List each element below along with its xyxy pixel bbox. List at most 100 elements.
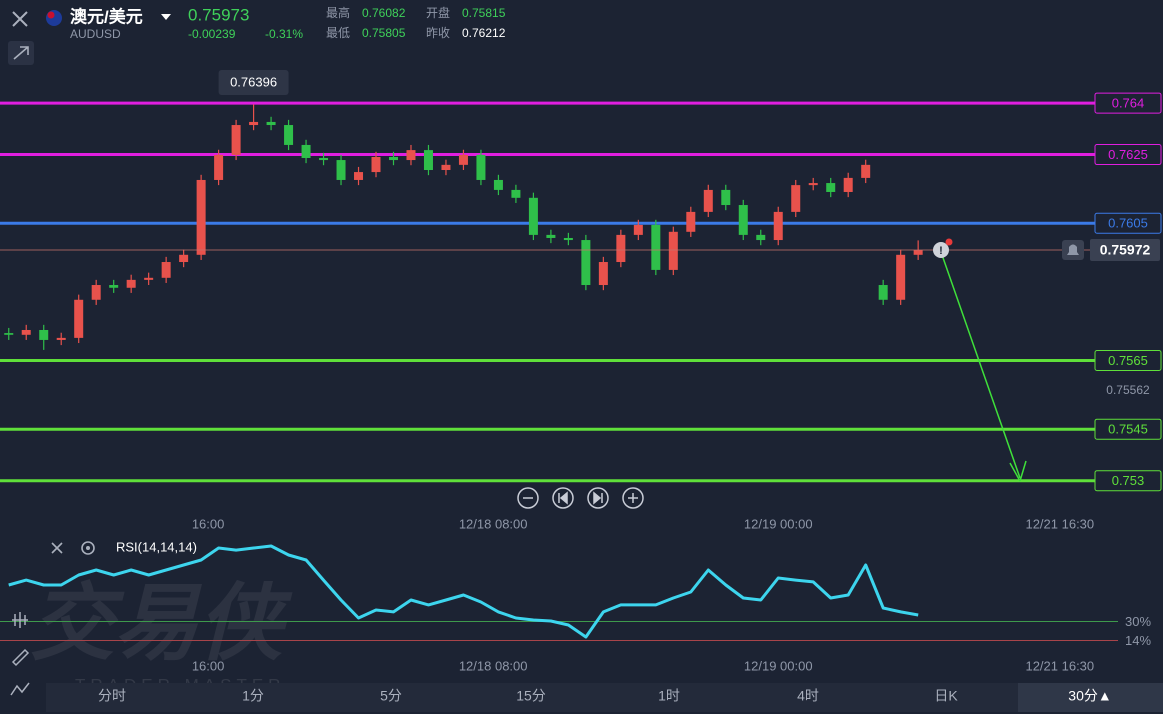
trend-arrow: ! — [933, 238, 1027, 482]
candle-body — [266, 121, 276, 126]
candle-body — [458, 154, 468, 165]
price-change: -0.00239 — [188, 27, 236, 41]
candle-body — [476, 154, 486, 180]
candle-body — [179, 254, 189, 263]
candle-body — [791, 185, 801, 212]
level-label-box — [1094, 470, 1162, 492]
candle-body — [336, 160, 346, 180]
collapse-button[interactable] — [8, 41, 34, 65]
side-tools[interactable] — [10, 612, 30, 696]
level-label: 0.7545 — [1108, 422, 1148, 437]
timeframe-tab[interactable]: 15分 — [516, 688, 546, 704]
stat-value: 0.75815 — [462, 6, 506, 20]
candle-body — [406, 150, 416, 161]
candle-body — [441, 164, 451, 171]
rsi-line — [8, 544, 919, 639]
timeframe-tab[interactable]: 30分▲ — [1068, 688, 1111, 704]
level-label: 0.7625 — [1108, 147, 1148, 162]
candle-body — [546, 234, 556, 238]
timeframe-tab[interactable]: 1时 — [658, 688, 680, 704]
stat-label: 开盘 — [426, 5, 450, 20]
candle-body — [913, 249, 923, 255]
dropdown-icon[interactable] — [161, 14, 171, 20]
rsi-tick-label: 30% — [1125, 614, 1151, 629]
timeframe-tab[interactable]: 5分 — [380, 688, 402, 704]
level-label-box — [1094, 350, 1162, 372]
timeframe-tab[interactable]: 分时 — [98, 688, 126, 704]
level-label: 0.764 — [1112, 96, 1145, 111]
candle-body — [826, 183, 836, 192]
stat-label: 最高 — [326, 5, 350, 20]
current-price-box — [1090, 238, 1160, 261]
level-label-box — [1094, 144, 1162, 166]
last-price: 0.75973 — [188, 5, 249, 24]
candle-body — [598, 262, 608, 286]
candle-body — [686, 211, 696, 232]
timeframe-bar — [46, 683, 1163, 712]
watermark-title: 交易侠 — [30, 576, 293, 670]
alert-bell[interactable] — [1062, 240, 1084, 260]
rsi-x-tick-label: 16:00 — [192, 658, 225, 673]
timeframe-tabs: 分时 1分 5分 15分 1时 4时 日K 30分▲ — [98, 688, 1112, 704]
level-label-box — [1094, 418, 1162, 440]
candle-body — [896, 254, 906, 300]
rsi-x-tick-label: 12/21 16:30 — [1025, 658, 1094, 673]
level-label-box — [1094, 92, 1162, 114]
chart-overlay: 0.75972 0.76396 16:00 12/18 08:00 12/19 00:0… — [0, 70, 1160, 531]
timeframe-tab[interactable]: 4时 — [797, 688, 819, 704]
candle-body — [563, 237, 573, 241]
candles — [4, 104, 923, 350]
level-label: 0.7605 — [1108, 216, 1148, 231]
stat-label: 昨收 — [426, 26, 450, 40]
candle-body — [861, 164, 871, 178]
candle-body — [21, 329, 31, 335]
timeframe-tab[interactable]: 1分 — [242, 688, 264, 704]
current-price-label: 0.75972 — [1100, 242, 1151, 258]
candle-body — [878, 285, 888, 300]
level-label: 0.7565 — [1108, 353, 1148, 368]
candle-body — [249, 121, 259, 126]
candle-body — [493, 179, 503, 190]
close-button[interactable] — [12, 11, 28, 27]
candle-body — [703, 189, 713, 212]
zoom-controls[interactable] — [517, 487, 644, 509]
candle-body — [616, 234, 626, 263]
x-tick-label: 12/21 16:30 — [1025, 516, 1094, 531]
timeframe-tab[interactable]: 日K — [934, 688, 958, 704]
rsi-x-tick-label: 12/18 08:00 — [459, 658, 528, 673]
rsi-title: RSI(14,14,14) — [116, 539, 197, 554]
svg-text:!: ! — [939, 245, 943, 257]
symbol-name[interactable]: 澳元/美元 — [70, 6, 143, 26]
candle-body — [284, 125, 294, 145]
candle-body — [74, 299, 84, 338]
x-tick-label: 12/19 00:00 — [744, 516, 813, 531]
candle-body — [56, 337, 66, 340]
candle-body — [633, 224, 643, 235]
candle-body — [773, 211, 783, 241]
candle-body — [528, 197, 538, 235]
candle-body — [371, 156, 381, 173]
level-label: 0.753 — [1112, 473, 1145, 488]
candle-body — [511, 189, 521, 198]
candle-body — [319, 157, 329, 161]
rsi-settings[interactable] — [81, 541, 95, 555]
price-change-percent: -0.31% — [265, 27, 303, 41]
level-label-box — [1094, 212, 1162, 234]
candle-body — [738, 205, 748, 235]
rsi-close[interactable] — [51, 542, 63, 554]
stat-value: 0.76212 — [462, 26, 506, 40]
level-lines: 0.764 0.7625 0.7605 0.7565 0.7545 0.753 0.7556… — [0, 92, 1162, 492]
flag-icon — [46, 10, 62, 26]
candle-body — [721, 189, 731, 206]
high-annotation: 0.76396 — [230, 74, 277, 89]
high-annotation-box — [218, 70, 289, 95]
timeframe-selected-bg — [1018, 683, 1163, 712]
candle-body — [161, 262, 171, 278]
candle-body — [808, 183, 818, 186]
stat-value: 0.76082 — [362, 6, 406, 20]
candle-body — [4, 333, 14, 335]
candle-body — [109, 285, 119, 288]
candle-body — [231, 125, 241, 155]
